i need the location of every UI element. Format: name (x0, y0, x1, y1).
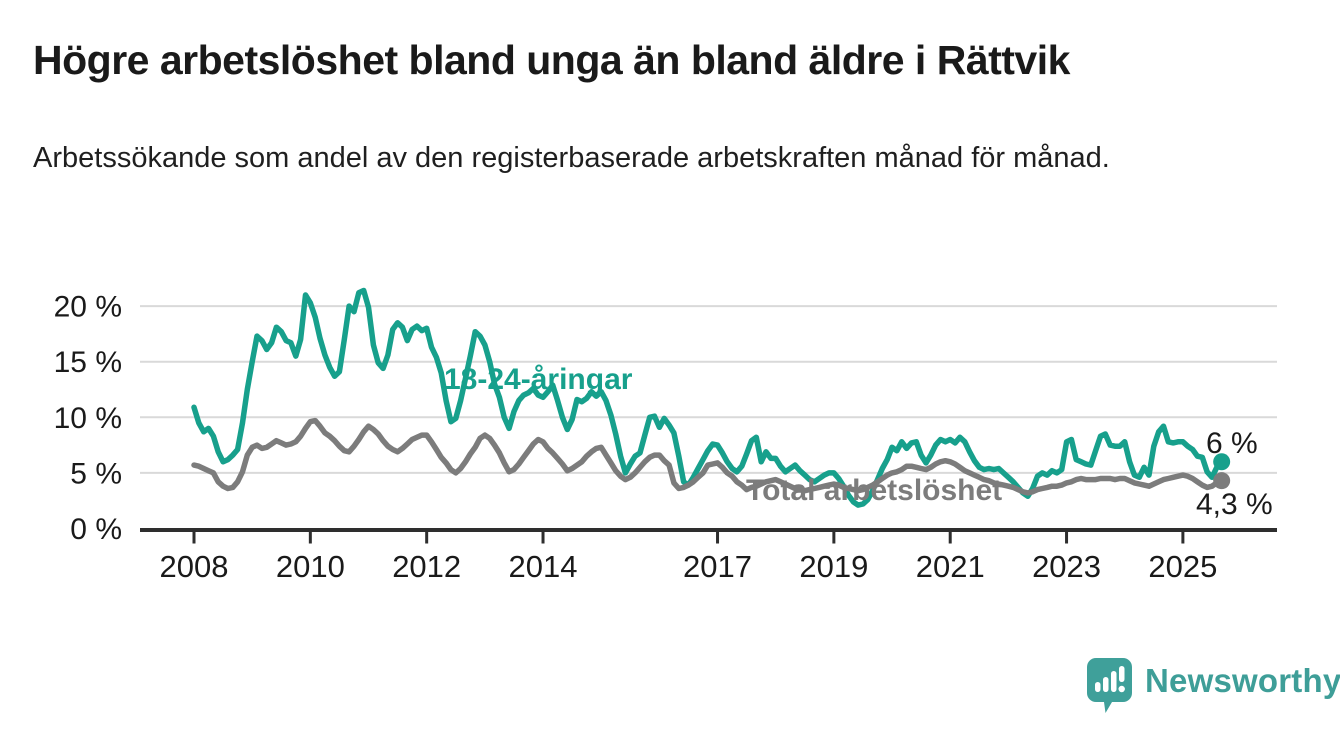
end-value-label-total: 4,3 % (1196, 488, 1273, 521)
series-label-total: Total arbetslöshet (746, 474, 1002, 507)
x-tick-label-2021: 2021 (916, 549, 985, 584)
chart-subtitle: Arbetssökande som andel av den registerb… (33, 142, 1110, 174)
newsworthy-logo: Newsworthy (1086, 657, 1340, 717)
x-tick-label-2012: 2012 (392, 549, 461, 584)
y-tick-label-10: 10 % (54, 402, 122, 435)
brand-name: Newsworthy (1145, 662, 1340, 699)
y-tick-label-0: 0 % (70, 513, 122, 546)
x-tick-label-2019: 2019 (799, 549, 868, 584)
y-tick-label-15: 15 % (54, 346, 122, 379)
x-tick-label-2010: 2010 (276, 549, 345, 584)
series-line-total (191, 417, 1225, 496)
x-tick-label-2023: 2023 (1032, 549, 1101, 584)
y-tick-label-20: 20 % (54, 291, 122, 324)
end-value-label-youth: 6 % (1206, 427, 1258, 460)
series-label-youth: 18-24-åringar (444, 363, 633, 396)
y-tick-label-5: 5 % (70, 457, 122, 490)
series-line-youth (191, 287, 1225, 508)
speech-bubble-bar-chart-icon (1087, 658, 1132, 713)
x-tick-label-2017: 2017 (683, 549, 752, 584)
x-tick-label-2008: 2008 (160, 549, 229, 584)
end-dot-total (1213, 472, 1231, 490)
page-title: Högre arbetslöshet bland unga än bland ä… (33, 37, 1070, 83)
x-tick-label-2014: 2014 (509, 549, 578, 584)
end-dot-youth (1213, 453, 1231, 471)
x-tick-label-2025: 2025 (1148, 549, 1217, 584)
